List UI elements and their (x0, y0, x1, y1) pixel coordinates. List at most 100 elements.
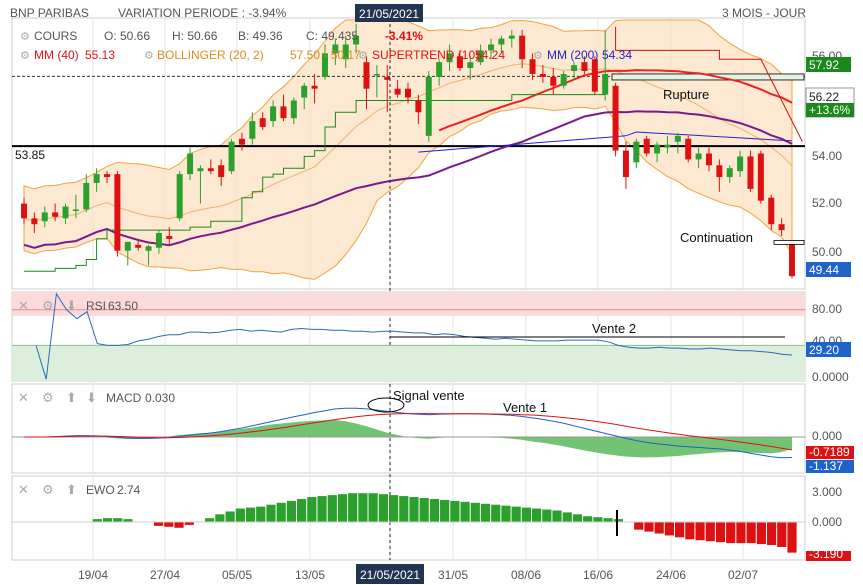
candle-body (664, 144, 671, 148)
legend-mm40-value: 55.13 (85, 48, 115, 62)
macd-tick-label: 0.000 (812, 429, 842, 443)
candle-body (124, 241, 131, 251)
ewo-bar (337, 494, 348, 522)
candle-body (332, 44, 339, 54)
ewo-bar (266, 504, 276, 522)
x-tick-label: 13/05 (295, 568, 325, 582)
ewo-bar (746, 522, 756, 544)
rsi-tick-label: 80.00 (812, 302, 842, 316)
gear-icon: ⚙ (42, 298, 54, 313)
candle-body (747, 156, 754, 189)
candle-body (425, 76, 432, 136)
candle-body (52, 212, 59, 217)
x-tick-label: 27/04 (150, 568, 180, 582)
signal-vente-ellipse (367, 397, 405, 413)
ewo-bar (245, 507, 256, 522)
candle-body (726, 168, 733, 178)
candle-body (529, 59, 536, 74)
candle-body (581, 62, 588, 72)
x-tick-label: 02/07 (728, 568, 758, 582)
candle-body (716, 165, 723, 178)
candle-body (757, 153, 764, 201)
candle-body (508, 35, 515, 39)
legend-bollinger-value: 57.50 - 50.17 (290, 48, 361, 62)
ewo-bar (572, 514, 583, 522)
x-tick-label: 31/05 (438, 568, 468, 582)
candle-body (654, 144, 661, 154)
move-down-icon: ⬇ (86, 390, 97, 405)
candle-body (41, 212, 48, 222)
candle-body (477, 50, 484, 63)
candle-body (394, 88, 401, 95)
rsi-badge-bg (806, 342, 851, 357)
candle-body (62, 206, 69, 219)
rsi-badge: 29.20 (809, 343, 839, 357)
x-tick-label: 05/05 (222, 568, 252, 582)
candle-body (114, 174, 121, 251)
ewo-bar (542, 509, 552, 522)
gear-icon: ⚙ (42, 482, 54, 497)
candle-body (187, 153, 194, 175)
candle-body (353, 35, 360, 45)
candle-body (643, 138, 650, 154)
candle-body (560, 73, 567, 86)
instrument-title: BNP PARIBAS (10, 6, 89, 20)
macd-signal-line (24, 413, 793, 451)
ewo-bar (215, 514, 225, 522)
x-tick-label: 19/04 (78, 568, 108, 582)
candle-body (768, 197, 775, 225)
macd-value: 0.030 (145, 391, 175, 405)
legend-mm200-value: 54.34 (602, 48, 632, 62)
legend-bollinger: BOLLINGER (20, 2) (157, 48, 264, 62)
ewo-bar (276, 502, 286, 522)
ewo-bar (480, 503, 491, 522)
price-tick-label: 50.00 (812, 245, 842, 259)
candle-body (363, 62, 370, 89)
ewo-bar (501, 505, 511, 522)
candle-body (166, 235, 173, 239)
candle-body (31, 218, 38, 225)
ewo-bar (113, 518, 123, 522)
candle-body (778, 224, 785, 231)
gear-icon: ⚙ (20, 50, 30, 62)
ewo-bar (470, 502, 480, 522)
gear-icon: ⚙ (533, 50, 543, 62)
macd-histogram (24, 420, 792, 458)
candle-body (321, 53, 328, 77)
ewo-bar (153, 522, 164, 526)
candle-body (456, 56, 463, 69)
move-up-icon: ⬆ (66, 482, 77, 497)
move-up-icon: ⬆ (66, 390, 77, 405)
candle-body (238, 138, 245, 145)
candle-body (373, 73, 380, 76)
candle-body (72, 209, 79, 211)
candle-body (290, 100, 297, 119)
ewo-bar (511, 506, 521, 522)
ewo-bar (388, 495, 399, 522)
candle-body (218, 165, 225, 178)
rsi-line (35, 292, 793, 380)
x-tick-label: 24/06 (656, 568, 686, 582)
badge-last-bg (806, 262, 851, 277)
candle-body (436, 62, 443, 77)
gear-icon: ⚙ (20, 31, 30, 43)
candle-body (405, 88, 411, 98)
close-icon: ✕ (18, 482, 29, 497)
close-icon: ✕ (18, 298, 29, 313)
ewo-bar (286, 500, 297, 522)
rsi-value: 63.50 (108, 299, 138, 313)
candle-body (550, 76, 557, 86)
candle-body (612, 85, 619, 151)
legend-low: B: 49.36 (238, 29, 283, 43)
badge-bb-upper: 57.92 (809, 58, 839, 72)
ewo-bar (409, 497, 419, 522)
ewo-label: EWO (86, 483, 115, 497)
legend-cours: COURS (34, 29, 77, 43)
candle-body (705, 153, 712, 166)
mm-purple-line (23, 110, 793, 249)
ewo-bar (705, 522, 715, 542)
legend-high: H: 50.66 (172, 29, 218, 43)
candle-body (21, 203, 27, 219)
candle-body (197, 168, 204, 172)
